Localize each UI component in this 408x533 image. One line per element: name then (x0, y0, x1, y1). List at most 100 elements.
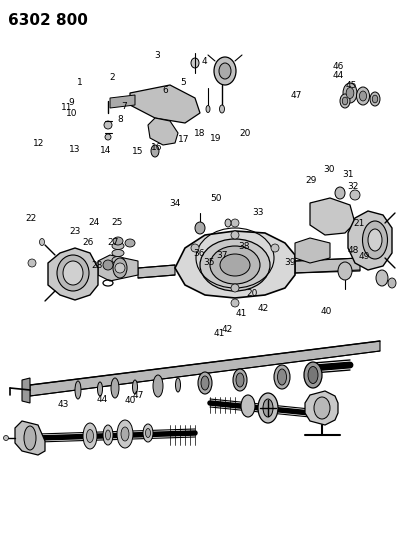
Text: 11: 11 (61, 103, 72, 112)
Polygon shape (110, 95, 135, 108)
Text: 4: 4 (201, 57, 207, 66)
Polygon shape (348, 211, 392, 270)
Text: 19: 19 (210, 134, 221, 143)
Polygon shape (130, 85, 200, 123)
Text: 47: 47 (133, 391, 144, 400)
Text: 49: 49 (358, 253, 370, 261)
Ellipse shape (304, 362, 322, 388)
Ellipse shape (63, 261, 83, 285)
Text: 27: 27 (108, 238, 119, 247)
Polygon shape (15, 421, 45, 455)
Ellipse shape (225, 219, 231, 227)
Text: 26: 26 (83, 238, 94, 247)
Circle shape (191, 244, 199, 252)
Text: 14: 14 (100, 146, 111, 155)
Ellipse shape (372, 95, 378, 103)
Ellipse shape (314, 397, 330, 419)
Ellipse shape (206, 106, 210, 112)
Ellipse shape (4, 435, 9, 440)
Ellipse shape (263, 399, 273, 417)
Circle shape (104, 121, 112, 129)
Ellipse shape (200, 239, 270, 291)
Ellipse shape (133, 380, 137, 394)
Ellipse shape (151, 145, 159, 157)
Text: 13: 13 (69, 145, 80, 154)
Polygon shape (98, 255, 138, 281)
Text: 8: 8 (118, 116, 123, 124)
Ellipse shape (111, 378, 119, 398)
Ellipse shape (195, 222, 205, 234)
Ellipse shape (210, 246, 260, 284)
Text: 40: 40 (125, 397, 136, 405)
Ellipse shape (175, 378, 180, 392)
Circle shape (115, 263, 125, 273)
Text: 38: 38 (238, 242, 250, 251)
Text: 42: 42 (222, 325, 233, 334)
Ellipse shape (388, 278, 396, 288)
Ellipse shape (106, 430, 111, 440)
Circle shape (231, 219, 239, 227)
Text: 3: 3 (154, 52, 160, 60)
Ellipse shape (346, 87, 354, 99)
Circle shape (231, 284, 239, 292)
Text: 47: 47 (290, 92, 302, 100)
Text: 48: 48 (348, 246, 359, 255)
Ellipse shape (103, 425, 113, 445)
Ellipse shape (153, 375, 163, 397)
Text: 21: 21 (353, 220, 365, 228)
Ellipse shape (220, 254, 250, 276)
Text: 10: 10 (66, 109, 77, 118)
Polygon shape (48, 248, 98, 300)
Text: 20: 20 (246, 289, 258, 297)
Text: 34: 34 (169, 199, 180, 208)
Ellipse shape (233, 369, 247, 391)
Text: 12: 12 (33, 140, 44, 148)
Ellipse shape (113, 258, 127, 278)
Text: 35: 35 (203, 258, 215, 266)
Ellipse shape (125, 239, 135, 247)
Polygon shape (295, 258, 360, 273)
Ellipse shape (340, 94, 350, 108)
Ellipse shape (241, 395, 255, 417)
Circle shape (105, 134, 111, 140)
Ellipse shape (308, 367, 318, 384)
Text: 31: 31 (342, 171, 353, 179)
Text: 30: 30 (323, 165, 335, 174)
Text: 29: 29 (305, 176, 317, 184)
Ellipse shape (368, 229, 382, 251)
Ellipse shape (98, 382, 102, 396)
Ellipse shape (274, 365, 290, 389)
Polygon shape (30, 341, 380, 396)
Text: 23: 23 (70, 228, 81, 236)
Polygon shape (305, 391, 338, 425)
Circle shape (231, 299, 239, 307)
Circle shape (271, 244, 279, 252)
Ellipse shape (198, 372, 212, 394)
Ellipse shape (342, 97, 348, 105)
Text: 9: 9 (69, 98, 74, 107)
Text: 46: 46 (332, 62, 344, 71)
Text: 6: 6 (162, 86, 168, 95)
Ellipse shape (112, 256, 124, 263)
Text: 33: 33 (253, 208, 264, 216)
Ellipse shape (343, 83, 357, 103)
Polygon shape (22, 378, 30, 403)
Ellipse shape (121, 427, 129, 441)
Polygon shape (295, 238, 330, 263)
Ellipse shape (112, 249, 124, 256)
Text: 41: 41 (214, 329, 225, 337)
Ellipse shape (277, 369, 286, 385)
Text: 18: 18 (194, 129, 206, 138)
Ellipse shape (357, 87, 370, 105)
Ellipse shape (338, 262, 352, 280)
Circle shape (231, 231, 239, 239)
Text: 41: 41 (236, 309, 247, 318)
Text: 45: 45 (346, 81, 357, 90)
Ellipse shape (143, 424, 153, 442)
Text: 20: 20 (239, 129, 251, 138)
Text: 37: 37 (217, 252, 228, 260)
Ellipse shape (40, 238, 44, 246)
Text: 7: 7 (122, 102, 127, 111)
Text: 5: 5 (181, 78, 186, 87)
Ellipse shape (376, 270, 388, 286)
